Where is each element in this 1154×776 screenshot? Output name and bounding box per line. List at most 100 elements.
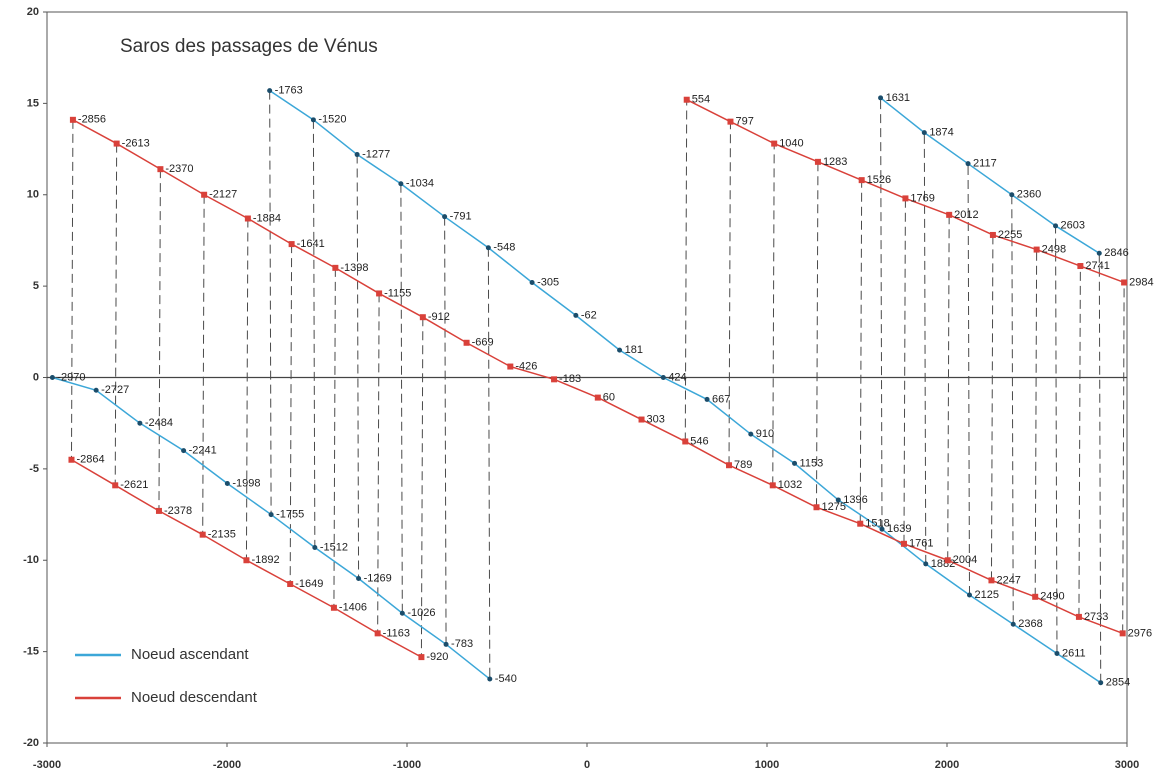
point	[463, 339, 470, 346]
x-tick-label: 1000	[755, 759, 779, 771]
point	[748, 431, 754, 437]
y-tick-label: -10	[23, 554, 39, 566]
y-tick-label: 20	[27, 6, 39, 18]
point	[1009, 192, 1015, 198]
y-tick-label: -15	[23, 646, 39, 658]
connector	[1098, 253, 1102, 683]
point-label: 789	[734, 459, 752, 471]
point	[288, 241, 295, 248]
point	[989, 231, 996, 238]
x-tick-label: 3000	[1115, 759, 1139, 771]
point	[1096, 250, 1102, 256]
point	[1053, 223, 1059, 229]
point	[332, 264, 339, 271]
point	[1054, 650, 1060, 656]
point	[199, 531, 206, 538]
connector	[400, 183, 403, 614]
point	[487, 676, 493, 682]
connector	[903, 198, 906, 544]
point	[267, 88, 273, 94]
point-label: 2976	[1128, 627, 1152, 639]
point-label: -62	[581, 309, 597, 321]
point-label: 1283	[823, 156, 847, 168]
point-label: 2360	[1017, 189, 1041, 201]
point-label: -1520	[318, 114, 346, 126]
connector	[772, 143, 775, 486]
point-label: -2135	[208, 529, 236, 541]
point-label: 2846	[1104, 247, 1128, 259]
series-line	[880, 97, 1100, 254]
point-label: 1518	[865, 518, 889, 530]
point-label: -2727	[101, 384, 129, 396]
point-label: 1631	[886, 92, 910, 104]
connector	[114, 143, 118, 486]
connector	[269, 90, 272, 515]
point	[419, 314, 426, 321]
connectors	[70, 90, 1125, 683]
x-tick-label: -1000	[393, 759, 421, 771]
point	[551, 376, 558, 383]
point-label: 910	[756, 428, 774, 440]
point-label: -1269	[364, 572, 392, 584]
point	[113, 140, 120, 147]
point-label: 1874	[929, 127, 953, 139]
y-tick-label: 0	[33, 371, 39, 383]
point-label: -1998	[232, 477, 260, 489]
point-label: 1526	[867, 174, 891, 186]
point	[312, 544, 318, 550]
point-label: 1040	[779, 137, 803, 149]
point	[244, 215, 251, 222]
point	[921, 130, 927, 136]
point	[1033, 246, 1040, 253]
point-label: -548	[493, 242, 515, 254]
point-label: 2255	[998, 229, 1022, 241]
point-label: 1275	[822, 501, 846, 513]
point-label: -1277	[362, 148, 390, 160]
point	[287, 581, 294, 588]
connector	[880, 97, 883, 530]
point	[224, 480, 230, 486]
y-tick-label: 10	[27, 189, 39, 201]
point	[878, 95, 884, 101]
point	[201, 191, 208, 198]
point-label: 797	[735, 116, 753, 128]
point-label: 2603	[1061, 220, 1085, 232]
point-label: 2125	[975, 589, 999, 601]
point	[443, 641, 449, 647]
point-label: -1512	[320, 541, 348, 553]
connector	[923, 132, 927, 564]
point	[376, 290, 383, 297]
point	[93, 387, 99, 393]
x-tick-label: -2000	[213, 759, 241, 771]
point	[965, 161, 971, 167]
point	[1032, 593, 1039, 600]
point-label: -783	[451, 638, 473, 650]
connector	[420, 317, 424, 658]
point	[69, 116, 76, 123]
point-label: 667	[712, 393, 730, 405]
series-line	[269, 89, 1102, 684]
point	[137, 420, 143, 426]
connector	[70, 119, 74, 460]
point-label: -1155	[384, 287, 411, 299]
point-label: 1882	[931, 558, 955, 570]
point	[268, 512, 274, 518]
point	[68, 456, 75, 463]
point	[398, 181, 404, 187]
legend-label: Noeud ascendant	[131, 646, 249, 663]
point-label: -2378	[164, 505, 192, 517]
point-label: 2611	[1062, 647, 1086, 659]
point	[617, 347, 623, 353]
connector	[356, 154, 360, 579]
point-label: -2484	[145, 417, 173, 429]
point-label: -2621	[120, 479, 148, 491]
x-tick-label: 2000	[935, 759, 959, 771]
point-label: 1396	[843, 494, 867, 506]
point	[857, 520, 864, 527]
point	[944, 557, 951, 564]
connector	[333, 267, 336, 608]
connector	[289, 244, 293, 585]
y-tick-label: -20	[23, 737, 39, 749]
point-label: -2241	[189, 445, 217, 457]
point	[354, 152, 360, 158]
